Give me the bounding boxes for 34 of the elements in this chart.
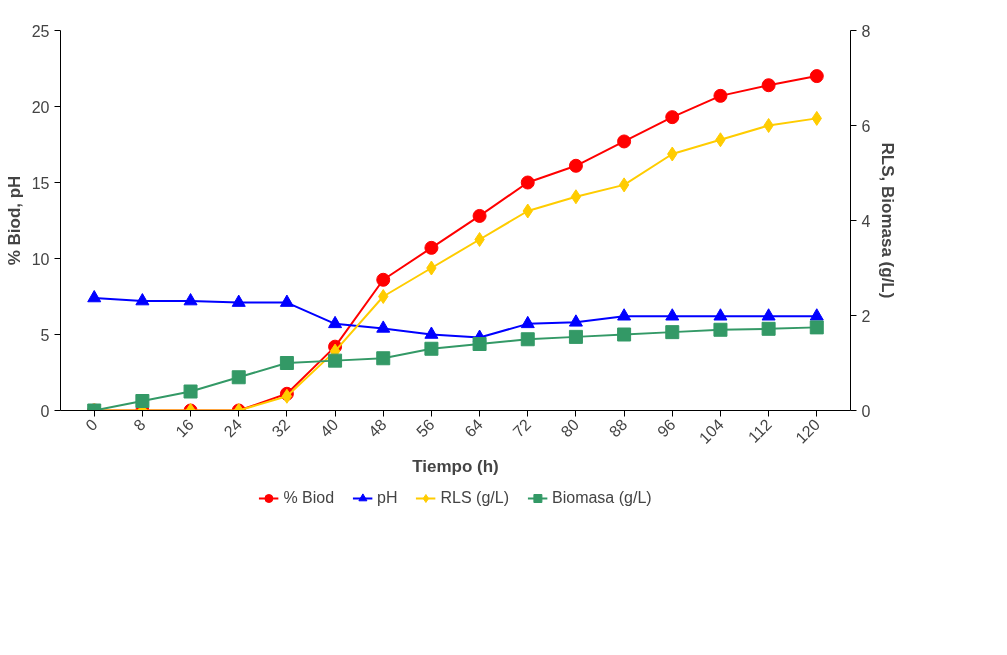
y-tick-label: 5	[40, 326, 50, 344]
x-tick-label: 80	[557, 415, 583, 441]
x-tick-label: 24	[220, 415, 246, 441]
y-tick-label: 10	[31, 250, 50, 268]
x-tick-label: 72	[509, 415, 535, 441]
x-tick-label: 16	[172, 415, 197, 441]
y2-axis-title: RLS, Biomasa (g/L)	[878, 142, 898, 299]
y2-tick-label: 8	[861, 22, 871, 40]
x-tick-label: 88	[605, 415, 631, 441]
y-tick-label: 15	[31, 174, 50, 192]
y-axis-title: % Biod, pH	[4, 175, 24, 266]
legend-label: Biomasa (g/L)	[552, 489, 652, 507]
x-axis-title: Tiempo (h)	[412, 456, 499, 476]
x-tick-label: 96	[654, 415, 679, 441]
x-tick-label: 112	[744, 415, 776, 446]
x-tick-label: 48	[365, 415, 390, 441]
y2-tick-label: 4	[861, 212, 871, 230]
legend-label: % Biod	[283, 489, 335, 507]
y-tick-label: 0	[40, 402, 50, 420]
legend-label: pH	[377, 489, 398, 507]
x-tick-label: 40	[316, 415, 342, 441]
y2-tick-label: 6	[861, 117, 871, 135]
y2-tick-label: 0	[861, 402, 871, 420]
y-tick-label: 25	[31, 22, 50, 40]
x-tick-label: 120	[792, 415, 824, 447]
y2-tick-label: 2	[861, 307, 871, 325]
y-tick-label: 20	[31, 98, 50, 116]
x-tick-label: 0	[82, 415, 101, 435]
x-tick-label: 56	[413, 415, 438, 441]
x-tick-label: 64	[461, 415, 487, 441]
legend-label: RLS (g/L)	[440, 489, 510, 507]
x-tick-label: 32	[268, 415, 294, 441]
x-tick-label: 8	[130, 415, 149, 435]
x-tick-label: 104	[695, 415, 727, 447]
